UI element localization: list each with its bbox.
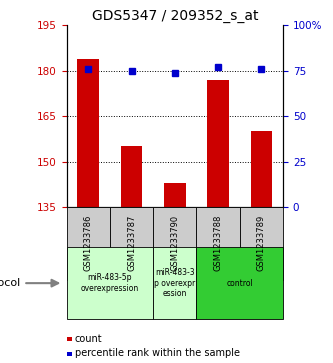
Bar [164,183,185,207]
Bar [78,59,99,207]
Text: percentile rank within the sample: percentile rank within the sample [75,348,240,358]
Text: GSM1233790: GSM1233790 [170,215,179,271]
Text: count: count [75,334,103,344]
Bar [207,80,229,207]
Text: GSM1233786: GSM1233786 [84,215,93,272]
Text: GSM1233789: GSM1233789 [257,215,266,271]
Text: GSM1233787: GSM1233787 [127,215,136,272]
Title: GDS5347 / 209352_s_at: GDS5347 / 209352_s_at [92,9,258,23]
Text: miR-483-5p
overexpression: miR-483-5p overexpression [81,273,139,293]
Text: control: control [226,279,253,287]
Text: miR-483-3
p overexpr
ession: miR-483-3 p overexpr ession [154,268,195,298]
Text: GSM1233788: GSM1233788 [213,215,223,272]
Bar [250,131,272,207]
Bar [121,146,143,207]
Text: protocol: protocol [0,278,20,288]
